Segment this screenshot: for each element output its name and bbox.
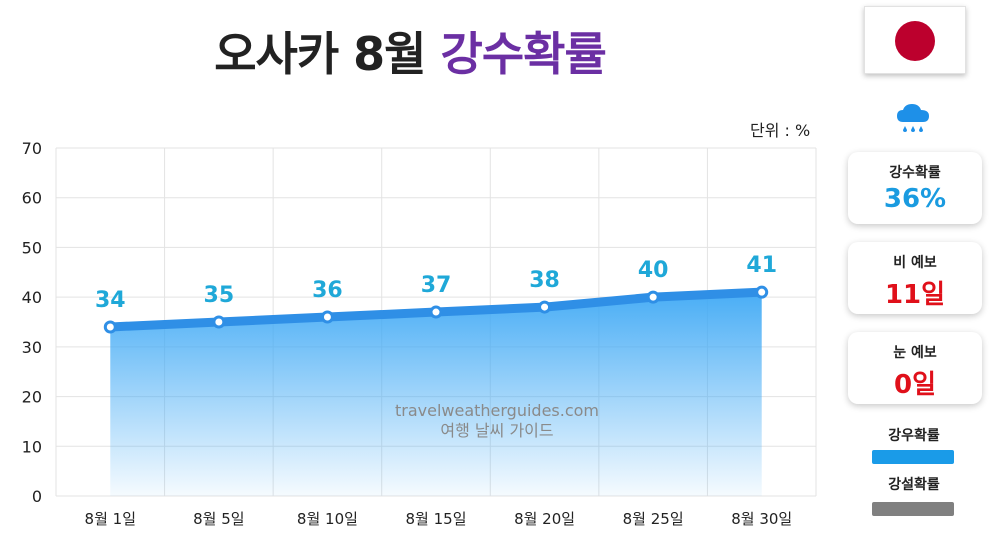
watermark-korean: 여행 날씨 가이드 <box>440 421 553 440</box>
legend-snow-swatch <box>872 502 954 516</box>
data-label: 35 <box>204 283 235 308</box>
precip-card-value: 36% <box>883 184 947 214</box>
y-tick-label: 40 <box>22 288 42 307</box>
rain-card-label: 비 예보 <box>893 255 937 271</box>
legend-snow-label: 강설확률 <box>888 477 940 493</box>
y-tick-label: 50 <box>22 238 42 257</box>
y-tick-label: 20 <box>22 388 42 407</box>
y-tick-label: 0 <box>32 487 42 506</box>
data-point <box>755 285 769 299</box>
title-accent: 강수확률 <box>440 27 607 81</box>
x-tick-label: 8월 1일 <box>85 510 136 528</box>
rain-cloud-icon <box>897 104 929 132</box>
y-tick-label: 30 <box>22 338 42 357</box>
japan-flag-icon <box>864 6 966 74</box>
legend-rain-label: 강우확률 <box>888 428 940 444</box>
data-point <box>320 310 334 324</box>
rain-card-value: 11일 <box>884 280 946 310</box>
y-tick-label: 60 <box>22 189 42 208</box>
data-point <box>212 315 226 329</box>
x-tick-label: 8월 15일 <box>406 510 467 528</box>
snow-card: 눈 예보 0일 <box>848 332 982 404</box>
x-tick-label: 8월 10일 <box>297 510 358 528</box>
data-label: 37 <box>421 273 452 298</box>
data-label: 40 <box>638 258 669 283</box>
snow-card-label: 눈 예보 <box>893 345 937 361</box>
watermark-url: travelweatherguides.com <box>395 401 599 420</box>
data-label: 38 <box>529 268 560 293</box>
precip-chart: 34 35 36 37 38 40 41 8월 1일 8월 5일 8월 10일 8월 15일 8월 … <box>22 140 817 528</box>
data-point <box>538 300 552 314</box>
data-label: 36 <box>312 278 343 303</box>
y-tick-label: 70 <box>22 140 42 158</box>
rain-card: 비 예보 11일 <box>848 242 982 314</box>
x-tick-label: 8월 25일 <box>623 510 684 528</box>
x-tick-label: 8월 20일 <box>514 510 575 528</box>
x-tick-label: 8월 30일 <box>731 510 792 528</box>
data-point <box>103 320 117 334</box>
unit-label: 단위 : % <box>750 121 811 140</box>
data-label: 34 <box>95 288 126 313</box>
y-tick-label: 10 <box>22 437 42 456</box>
data-label: 41 <box>746 253 777 278</box>
snow-card-value: 0일 <box>893 370 936 400</box>
data-point <box>429 305 443 319</box>
series-area <box>110 292 762 496</box>
precip-card: 강수확률 36% <box>848 152 982 224</box>
x-tick-label: 8월 5일 <box>193 510 244 528</box>
title-main: 오사카 8월 <box>214 27 426 81</box>
data-point <box>646 290 660 304</box>
legend-rain-swatch <box>872 450 954 464</box>
flag-sun <box>895 21 935 61</box>
precip-card-label: 강수확률 <box>889 165 941 181</box>
page-title: 오사카 8월 강수확률 <box>0 18 820 84</box>
